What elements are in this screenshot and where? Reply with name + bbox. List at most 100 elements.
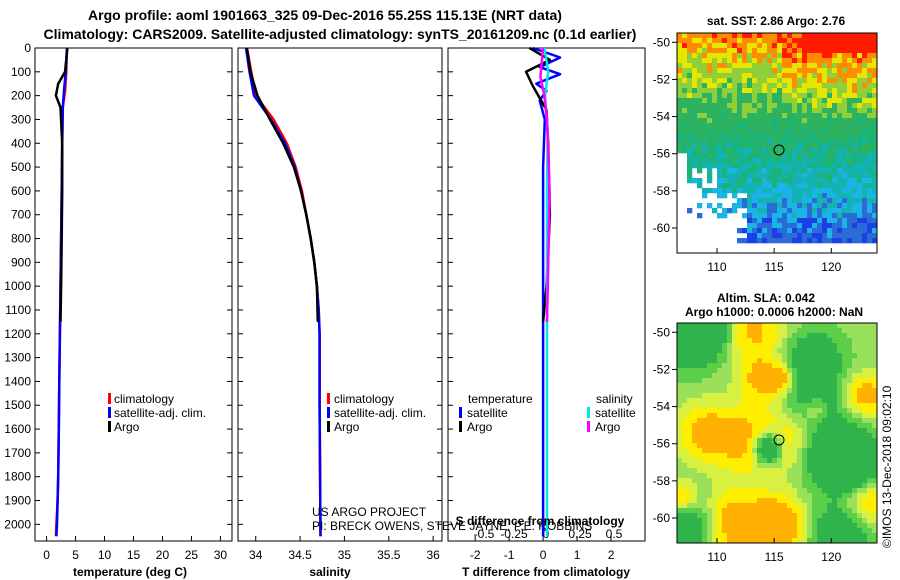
sla-cell xyxy=(837,428,843,434)
sla-cell xyxy=(727,333,733,339)
sst-cell xyxy=(842,148,848,154)
sst-cell xyxy=(732,203,738,209)
sla-cell xyxy=(772,478,778,484)
sla-cell xyxy=(827,488,833,494)
sla-cell xyxy=(837,443,843,449)
sst-cell xyxy=(812,163,818,169)
sla-cell xyxy=(762,383,768,389)
sla-cell xyxy=(822,383,828,389)
sst-cell xyxy=(787,238,793,244)
sst-cell xyxy=(742,183,748,189)
sst-cell xyxy=(712,53,718,59)
sst-cell xyxy=(722,113,728,119)
sst-cell xyxy=(832,163,838,169)
sla-cell xyxy=(682,438,688,444)
sst-cell xyxy=(702,163,708,169)
sla-cell xyxy=(847,393,853,399)
sst-cell xyxy=(812,73,818,79)
sst-cell xyxy=(797,53,803,59)
sla-cell xyxy=(737,458,743,464)
sst-cell xyxy=(757,173,763,179)
sla-cell xyxy=(827,463,833,469)
sst-cell xyxy=(697,108,703,114)
sst-cell xyxy=(862,123,868,129)
sla-cell xyxy=(832,393,838,399)
sst-cell xyxy=(697,83,703,89)
sla-cell xyxy=(822,503,828,509)
sst-cell xyxy=(857,153,863,159)
sst-cell xyxy=(717,123,723,129)
sst-cell xyxy=(772,158,778,164)
sst-cell xyxy=(757,108,763,114)
sla-cell xyxy=(737,523,743,529)
sla-cell xyxy=(847,473,853,479)
sst-cell xyxy=(732,208,738,214)
sst-cell xyxy=(822,48,828,54)
sst-cell xyxy=(692,63,698,69)
sla-cell xyxy=(687,423,693,429)
sst-cell xyxy=(862,128,868,134)
sla-cell xyxy=(832,368,838,374)
sla-cell xyxy=(687,353,693,359)
sla-cell xyxy=(807,383,813,389)
sla-cell xyxy=(812,468,818,474)
sla-cell xyxy=(797,513,803,519)
sla-cell xyxy=(837,448,843,454)
sla-cell xyxy=(837,398,843,404)
sla-cell xyxy=(702,538,708,544)
sla-cell xyxy=(822,433,828,439)
sst-cell xyxy=(797,143,803,149)
sla-cell xyxy=(862,443,868,449)
sst-cell xyxy=(702,73,708,79)
sst-cell xyxy=(807,153,813,159)
sla-cell xyxy=(702,523,708,529)
sst-cell xyxy=(787,58,793,64)
sst-cell xyxy=(862,43,868,49)
sla-cell xyxy=(752,533,758,539)
sst-cell xyxy=(782,58,788,64)
lat-tick-label: -58 xyxy=(653,474,671,488)
sst-cell xyxy=(697,203,703,209)
sla-cell xyxy=(697,538,703,544)
sst-cell xyxy=(832,53,838,59)
sla-cell xyxy=(702,333,708,339)
sst-cell xyxy=(777,168,783,174)
sla-cell xyxy=(697,478,703,484)
sst-cell xyxy=(787,53,793,59)
sla-cell xyxy=(847,423,853,429)
sla-cell xyxy=(792,343,798,349)
sla-cell xyxy=(797,448,803,454)
sst-cell xyxy=(712,143,718,149)
temperature-profile-lines xyxy=(54,47,69,537)
sst-cell xyxy=(807,138,813,144)
sla-cell xyxy=(807,463,813,469)
sla-cell xyxy=(837,478,843,484)
sst-cell xyxy=(757,208,763,214)
sst-cell xyxy=(727,58,733,64)
sla-cell xyxy=(762,378,768,384)
sla-cell xyxy=(772,358,778,364)
sst-cell xyxy=(777,98,783,104)
sla-cell xyxy=(747,323,753,329)
sst-cell xyxy=(732,123,738,129)
sst-cell xyxy=(697,153,703,159)
sst-cell xyxy=(742,53,748,59)
sla-cell xyxy=(742,373,748,379)
sst-cell xyxy=(852,178,858,184)
sst-cell xyxy=(697,183,703,189)
sst-cell xyxy=(727,123,733,129)
sst-cell xyxy=(717,38,723,44)
legend-s-argo-swatch xyxy=(587,421,590,432)
sst-cell xyxy=(807,178,813,184)
sla-cell xyxy=(817,378,823,384)
sla-cell xyxy=(702,378,708,384)
sla-cell xyxy=(827,363,833,369)
sst-cell xyxy=(777,233,783,239)
sst-cell xyxy=(837,128,843,134)
sla-cell xyxy=(837,468,843,474)
sla-cell xyxy=(867,508,873,514)
sst-cell xyxy=(837,138,843,144)
sla-cell xyxy=(717,483,723,489)
sla-cell xyxy=(747,513,753,519)
sst-cell xyxy=(717,153,723,159)
